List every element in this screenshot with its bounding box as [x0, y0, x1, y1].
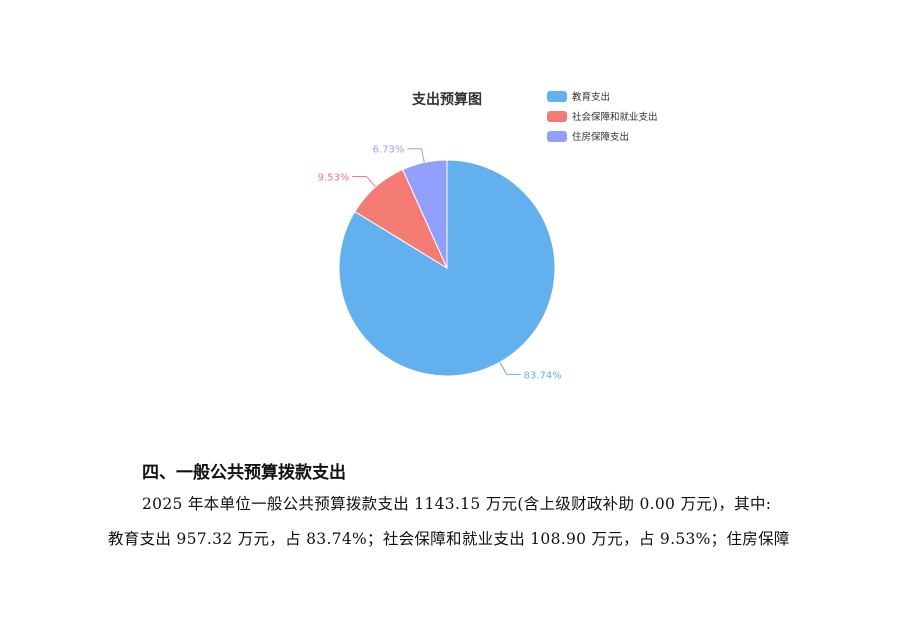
slice-data-label: 83.74% [524, 370, 562, 381]
slice-data-label: 9.53% [318, 172, 350, 183]
pie-slice[interactable] [338, 159, 556, 377]
slice-data-label: 6.73% [373, 145, 405, 156]
chart-title: 支出预算图 [411, 91, 482, 108]
paragraph-line: 2025 年本单位一般公共预算拨款支出 1143.15 万元(含上级财政补助 0… [142, 495, 772, 513]
legend-label[interactable]: 教育支出 [572, 91, 610, 103]
label-leader-line [499, 361, 521, 375]
legend-swatch[interactable] [547, 131, 567, 142]
legend-swatch[interactable] [547, 91, 567, 102]
pie-slice[interactable] [402, 159, 448, 269]
legend-label[interactable]: 社会保障和就业支出 [572, 111, 658, 123]
paragraph-line: 教育支出 957.32 万元，占 83.74%；社会保障和就业支出 108.90… [108, 530, 790, 548]
legend-label[interactable]: 住房保障支出 [572, 131, 629, 143]
legend-swatch[interactable] [547, 111, 567, 122]
section-heading: 四、一般公共预算拨款支出 [142, 463, 346, 483]
label-leader-line [352, 175, 376, 188]
label-leader-line [407, 148, 425, 163]
